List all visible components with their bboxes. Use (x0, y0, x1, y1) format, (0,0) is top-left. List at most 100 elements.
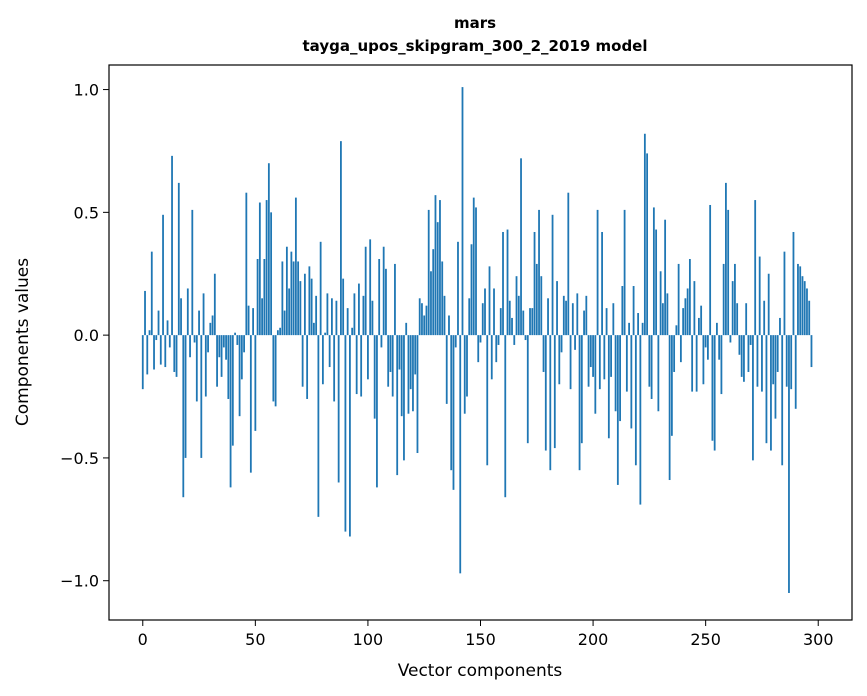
bar-292 (799, 266, 802, 336)
bar-250 (704, 335, 707, 348)
bar-260 (727, 209, 730, 336)
bar-129 (432, 249, 435, 336)
bar-256 (718, 335, 721, 360)
bar-217 (630, 335, 633, 429)
bar-105 (378, 259, 381, 336)
bar-224 (646, 153, 649, 336)
bar-59 (274, 335, 277, 407)
bar-28 (204, 335, 207, 397)
x-axis-label: Vector components (398, 661, 563, 681)
bar-67 (292, 261, 295, 336)
bar-137 (450, 335, 453, 471)
bar-164 (511, 317, 513, 336)
bar-195 (580, 335, 583, 444)
bar-39 (229, 335, 232, 488)
bar-30 (209, 322, 212, 336)
bar-214 (623, 209, 626, 336)
bar-184 (556, 281, 558, 336)
bar-48 (249, 335, 252, 473)
bar-2 (146, 335, 149, 375)
bar-289 (792, 231, 795, 336)
bar-106 (380, 335, 383, 348)
bar-156 (493, 288, 495, 336)
chart-title: mars (454, 14, 496, 32)
bar-202 (596, 209, 599, 336)
bar-257 (720, 335, 723, 395)
bar-231 (661, 303, 664, 336)
bar-297 (810, 335, 813, 368)
bar-295 (806, 288, 808, 336)
bar-165 (513, 335, 516, 345)
bar-66 (290, 251, 293, 336)
bar-130 (434, 195, 437, 336)
bar-132 (439, 200, 441, 336)
bar-161 (504, 335, 507, 498)
bar-241 (684, 298, 687, 336)
bar-265 (738, 335, 741, 355)
bar-220 (637, 313, 640, 336)
bar-222 (641, 322, 644, 336)
bar-251 (707, 335, 709, 360)
bar-19 (184, 335, 187, 458)
bar-253 (711, 335, 714, 441)
bar-41 (234, 332, 236, 336)
y-tick-label: −1.0 (60, 572, 99, 591)
bar-21 (189, 335, 191, 358)
bar-281 (774, 335, 777, 419)
bar-56 (267, 163, 270, 336)
bar-206 (605, 308, 608, 336)
bar-240 (682, 308, 685, 336)
x-tick-label: 300 (803, 630, 834, 649)
bar-34 (218, 335, 221, 358)
bar-230 (659, 271, 662, 336)
bar-209 (612, 303, 615, 336)
bar-288 (790, 335, 793, 390)
bar-108 (385, 268, 387, 336)
bar-36 (222, 335, 225, 348)
bar-85 (333, 335, 336, 402)
x-tick-label: 200 (578, 630, 609, 649)
bar-140 (457, 241, 459, 336)
bar-126 (425, 305, 428, 336)
bar-163 (508, 300, 511, 336)
bar-107 (382, 246, 385, 336)
bar-133 (441, 261, 444, 336)
bar-139 (454, 335, 457, 348)
bar-218 (632, 286, 635, 336)
bar-181 (549, 335, 552, 471)
bar-255 (716, 322, 718, 336)
bar-134 (443, 295, 446, 336)
bar-203 (598, 335, 601, 390)
bar-109 (387, 335, 390, 387)
bar-136 (448, 315, 450, 336)
bar-91 (346, 308, 349, 336)
bar-74 (308, 266, 311, 336)
bar-290 (794, 335, 797, 409)
bar-98 (362, 295, 365, 336)
plot-frame (108, 64, 853, 621)
bar-51 (256, 259, 259, 336)
bar-141 (459, 335, 462, 574)
bar-245 (693, 281, 696, 336)
bar-248 (700, 305, 703, 336)
bar-94 (353, 293, 356, 336)
bar-138 (452, 335, 455, 490)
bar-238 (677, 263, 680, 336)
bar-232 (664, 219, 667, 336)
bar-296 (808, 300, 811, 336)
bar-63 (283, 310, 286, 336)
bar-87 (337, 335, 340, 483)
bar-46 (245, 192, 248, 336)
bar-38 (227, 335, 230, 399)
bar-55 (265, 200, 268, 336)
bar-235 (670, 335, 673, 436)
bar-171 (526, 335, 529, 444)
bar-148 (475, 207, 477, 336)
bar-147 (472, 197, 475, 336)
bar-229 (657, 335, 660, 412)
bar-282 (776, 335, 779, 372)
bar-160 (502, 231, 504, 336)
bar-142 (461, 87, 464, 336)
bar-169 (522, 310, 525, 336)
bar-194 (578, 335, 581, 471)
